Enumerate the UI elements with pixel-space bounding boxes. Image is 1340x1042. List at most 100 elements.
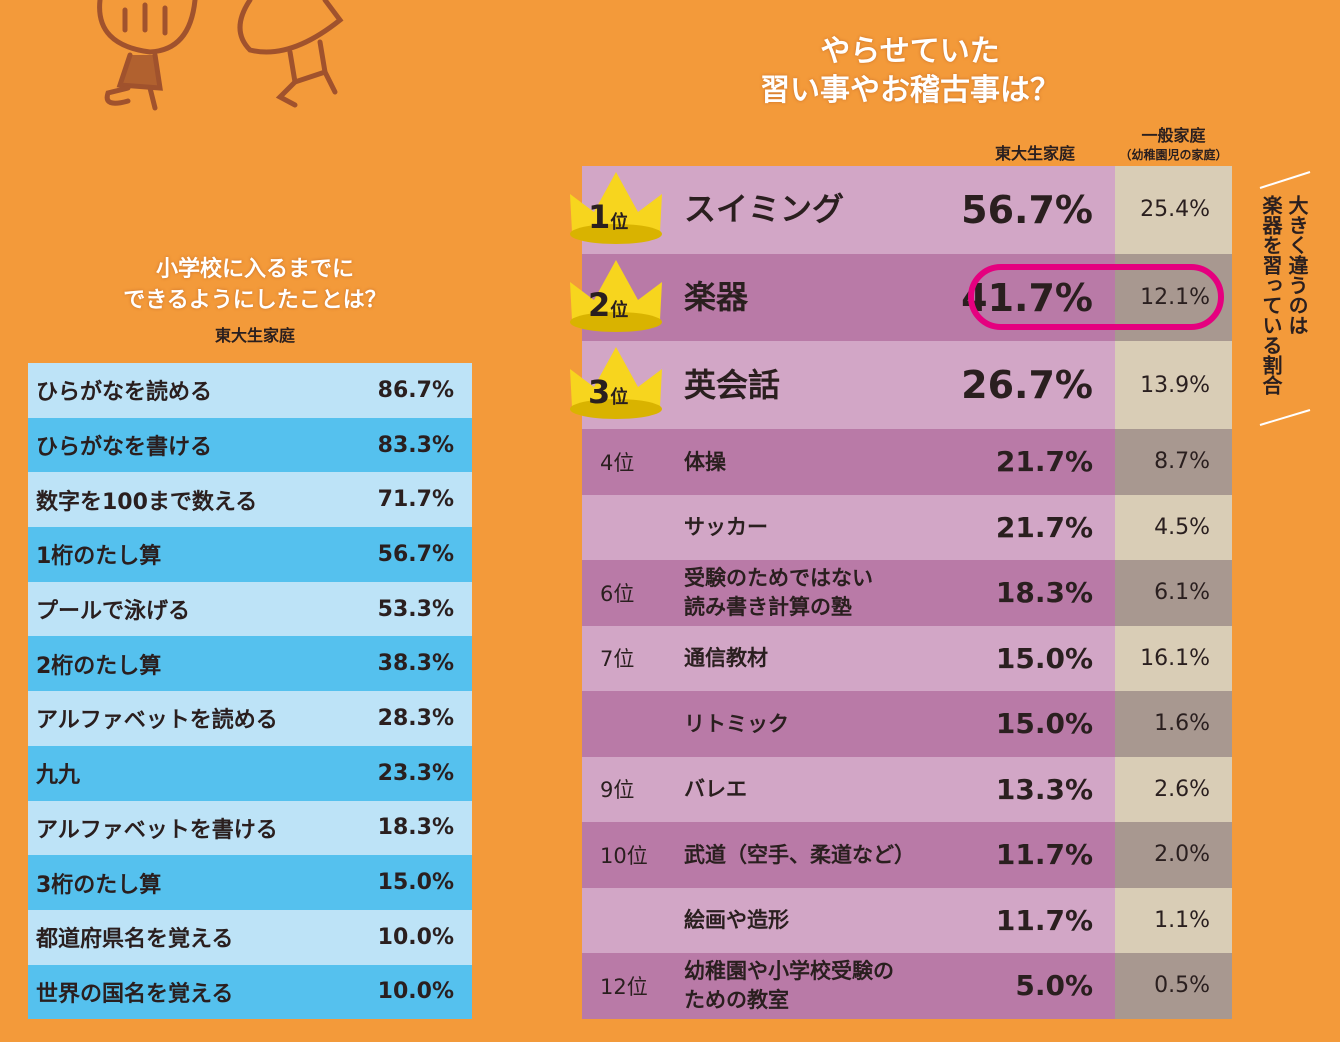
row-label: サッカー: [684, 515, 768, 540]
table-row: 9位 バレエ 13.3% 2.6%: [582, 756, 1232, 823]
row-value: 86.7%: [377, 377, 454, 403]
children-illustration: [97, 0, 344, 111]
todai-value: 11.7%: [995, 838, 1093, 872]
row-label: 通信教材: [684, 646, 768, 671]
table-row: 九九 23.3%: [28, 745, 472, 801]
row-main: 4位 体操 21.7%: [582, 429, 1115, 495]
general-value: 2.6%: [1115, 756, 1232, 823]
left-title-line2: できるようにしたことは？: [123, 287, 387, 313]
row-label: 体操: [684, 449, 726, 474]
rank-cell: 10位: [600, 843, 648, 868]
right-table: 1位 スイミング 56.7% 25.4% 2位 楽器 41.7% 12.1% 3位 英会話 26.7…: [570, 166, 1232, 1019]
row-label: ひらがなを書ける: [36, 435, 213, 461]
general-value: 13.9%: [1115, 341, 1232, 430]
col-header-todai: 東大生家庭: [994, 144, 1075, 163]
row-label: プールで泳げる: [36, 599, 191, 625]
table-row: 6位 受験のためではない 読み書き計算の塾 18.3% 6.1%: [582, 560, 1232, 626]
row-main: 絵画や造形 11.7%: [582, 887, 1115, 954]
row-label: 受験のためではない 読み書き計算の塾: [684, 566, 873, 619]
table-row: ひらがなを読める 86.7%: [28, 363, 472, 418]
row-label: 絵画や造形: [684, 908, 789, 933]
table-row: 3位 英会話 26.7% 13.9%: [570, 341, 1232, 430]
row-main: 3位 英会話 26.7%: [570, 341, 1115, 430]
table-row: 2桁のたし算 38.3%: [28, 636, 472, 692]
rank-cell: 12位: [600, 974, 648, 999]
row-label: 楽器: [684, 277, 749, 316]
row-label: アルファベットを読める: [36, 708, 278, 734]
general-value: 16.1%: [1115, 625, 1232, 692]
row-main: 1位 スイミング 56.7%: [570, 166, 1115, 254]
row-label: アルファベットを書ける: [36, 817, 278, 843]
side-note-brackets: [1259, 171, 1311, 426]
general-value: 6.1%: [1115, 560, 1232, 626]
table-row: 4位 体操 21.7% 8.7%: [582, 429, 1232, 495]
todai-value: 21.7%: [995, 510, 1093, 544]
side-note-line1: 大きく違うのは: [1285, 195, 1309, 335]
table-row: 10位 武道（空手、柔道など） 11.7% 2.0%: [582, 822, 1232, 888]
col-header-general: 一般家庭 （幼稚園児の家庭）: [1115, 122, 1232, 163]
row-value: 15.0%: [377, 870, 454, 896]
table-row: 世界の国名を覚える 10.0%: [28, 964, 472, 1020]
todai-value: 15.0%: [995, 707, 1093, 741]
side-note-line2: 楽器を習っている割合: [1259, 195, 1283, 395]
row-value: 56.7%: [377, 541, 454, 567]
row-label: 数字を100まで数える: [36, 489, 258, 515]
row-label: リトミック: [684, 711, 789, 736]
todai-value: 18.3%: [995, 576, 1093, 610]
rank-suffix: 位: [610, 387, 629, 409]
row-label: 3桁のたし算: [36, 872, 162, 898]
row-label: 九九: [36, 763, 81, 789]
rank-suffix: 位: [610, 299, 629, 321]
rank-label: 3位: [588, 373, 628, 411]
row-value: 53.3%: [377, 596, 454, 622]
row-label: 武道（空手、柔道など）: [684, 842, 915, 867]
row-value: 18.3%: [377, 815, 454, 841]
row-value: 10.0%: [377, 924, 454, 950]
table-row: 都道府県名を覚える 10.0%: [28, 909, 472, 965]
col-general-sublabel: （幼稚園児の家庭）: [1119, 148, 1228, 162]
table-row: サッカー 21.7% 4.5%: [582, 494, 1232, 561]
general-value: 2.0%: [1115, 822, 1232, 888]
row-label: 1桁のたし算: [36, 544, 162, 570]
todai-value: 5.0%: [1015, 969, 1093, 1003]
crown-icon: 2位: [566, 259, 666, 338]
row-main: 10位 武道（空手、柔道など） 11.7%: [582, 822, 1115, 888]
table-row: 絵画や造形 11.7% 1.1%: [582, 887, 1232, 954]
row-label: 都道府県名を覚える: [36, 927, 234, 953]
row-main: サッカー 21.7%: [582, 494, 1115, 561]
row-value: 71.7%: [377, 487, 454, 513]
todai-value: 15.0%: [995, 641, 1093, 675]
row-label: 幼稚園や小学校受験の ための教室: [684, 959, 894, 1012]
table-row: リトミック 15.0% 1.6%: [582, 691, 1232, 757]
row-main: 7位 通信教材 15.0%: [582, 625, 1115, 692]
right-title-line1: やらせていた: [820, 34, 1000, 69]
row-label: スイミング: [684, 190, 845, 229]
table-row: ひらがなを書ける 83.3%: [28, 417, 472, 473]
row-main: 9位 バレエ 13.3%: [582, 756, 1115, 823]
row-main: 6位 受験のためではない 読み書き計算の塾 18.3%: [582, 560, 1115, 626]
crown-icon: 1位: [566, 172, 666, 250]
row-main: リトミック 15.0%: [582, 691, 1115, 757]
todai-value: 13.3%: [995, 772, 1093, 806]
row-label: 世界の国名を覚える: [36, 981, 234, 1007]
table-row: 1桁のたし算 56.7%: [28, 527, 472, 582]
right-title-line2: 習い事やお稽古事は？: [760, 73, 1060, 108]
col-general-label: 一般家庭: [1141, 126, 1206, 145]
todai-value: 11.7%: [995, 903, 1093, 937]
row-value: 83.3%: [377, 432, 454, 458]
row-label: バレエ: [684, 777, 747, 802]
general-value: 0.5%: [1115, 953, 1232, 1019]
table-row: 3桁のたし算 15.0%: [28, 855, 472, 910]
general-value: 1.6%: [1115, 691, 1232, 757]
row-value: 38.3%: [377, 651, 454, 677]
general-value: 1.1%: [1115, 887, 1232, 954]
row-value: 10.0%: [377, 979, 454, 1005]
side-note: 大きく違うのは 楽器を習っている割合: [1258, 195, 1310, 415]
todai-value: 21.7%: [995, 445, 1093, 479]
table-row: 数字を100まで数える 71.7%: [28, 472, 472, 528]
rank-label: 2位: [588, 286, 628, 324]
rank-label: 1位: [588, 198, 628, 236]
row-main: 12位 幼稚園や小学校受験の ための教室 5.0%: [582, 953, 1115, 1019]
row-label: 英会話: [684, 365, 781, 404]
left-table: ひらがなを読める 86.7% ひらがなを書ける 83.3% 数字を100まで数える 71.…: [28, 363, 472, 1020]
